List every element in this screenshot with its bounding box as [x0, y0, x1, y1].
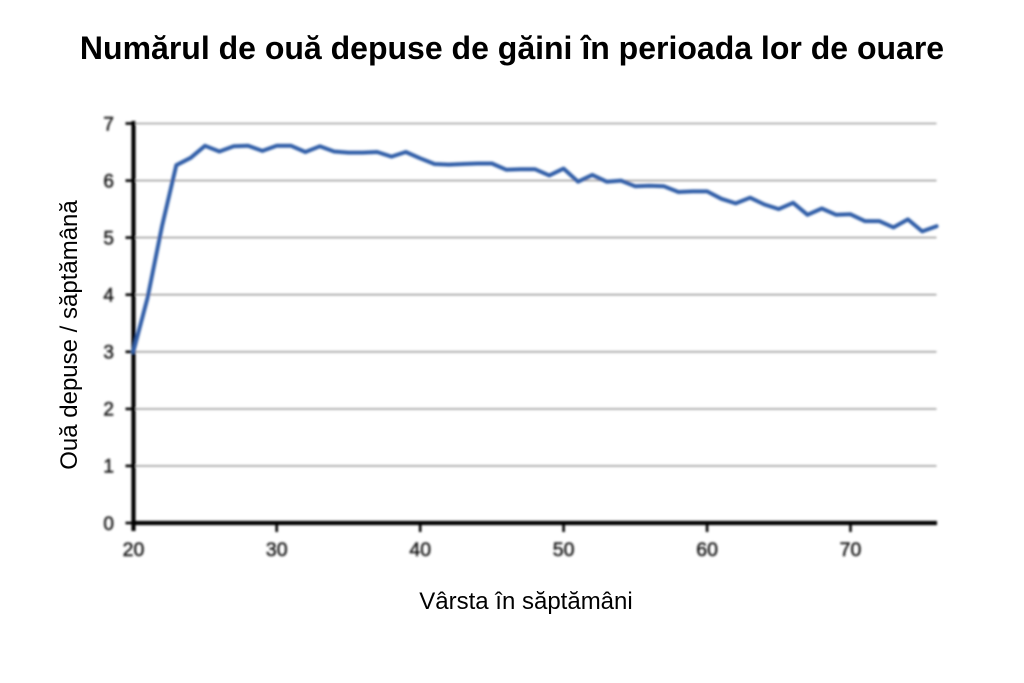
svg-text:5: 5	[103, 228, 114, 249]
svg-text:4: 4	[103, 286, 114, 307]
svg-text:3: 3	[103, 343, 114, 364]
svg-text:20: 20	[123, 539, 145, 561]
svg-text:30: 30	[266, 539, 288, 561]
svg-text:70: 70	[840, 539, 862, 561]
svg-text:0: 0	[103, 514, 114, 535]
svg-text:50: 50	[553, 539, 575, 561]
svg-text:1: 1	[103, 457, 114, 478]
svg-text:7: 7	[103, 114, 114, 135]
svg-text:6: 6	[103, 171, 114, 192]
svg-text:2: 2	[103, 400, 114, 421]
svg-text:40: 40	[409, 539, 431, 561]
svg-text:60: 60	[696, 539, 718, 561]
